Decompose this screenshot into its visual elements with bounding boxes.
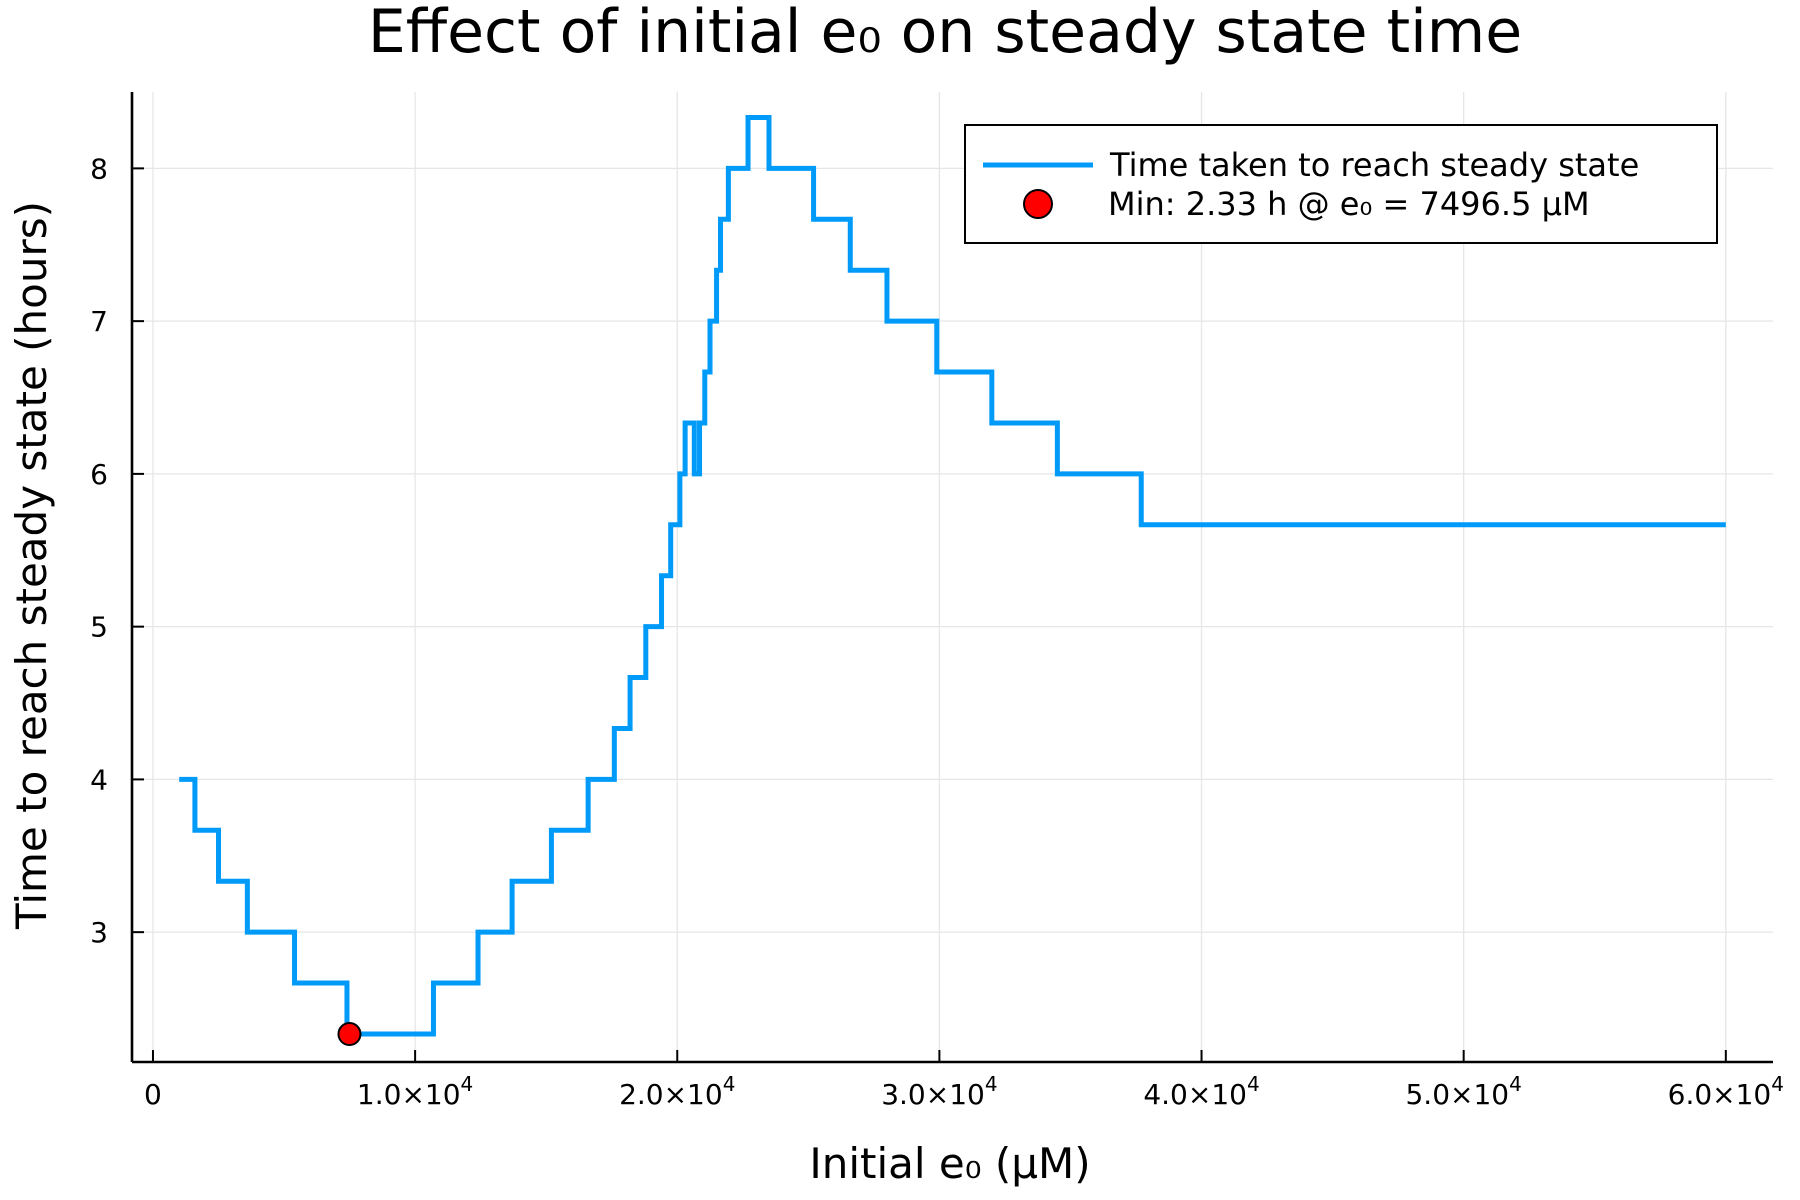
legend-marker-swatch [1023, 189, 1053, 219]
x-tick-mantissa: 5.0×10 [1405, 1078, 1509, 1111]
x-tick-label: 1.0×104 [357, 1072, 473, 1111]
series-line-steady-state-time [179, 115, 1726, 1037]
x-axis-label: Initial e₀ (μM) [809, 1139, 1090, 1188]
x-tick-label: 4.0×104 [1143, 1072, 1259, 1111]
x-tick-exponent: 4 [1771, 1072, 1784, 1096]
x-tick-label: 2.0×104 [619, 1072, 735, 1111]
series-layer [179, 115, 1726, 1047]
chart-title: Effect of initial e₀ on steady state tim… [368, 0, 1522, 67]
x-tick-mantissa: 3.0×10 [881, 1078, 985, 1111]
x-tick-label: 0 [144, 1078, 162, 1111]
x-tick-mantissa: 1.0×10 [357, 1078, 461, 1111]
x-tick-exponent: 4 [1247, 1072, 1260, 1096]
axes [130, 92, 1773, 1064]
y-axis-label: Time to reach steady state (hours) [7, 201, 56, 930]
x-tick-exponent: 4 [723, 1072, 736, 1096]
x-tick-mantissa: 2.0×10 [619, 1078, 723, 1111]
legend-box [964, 124, 1718, 244]
x-tick-mantissa: 4.0×10 [1143, 1078, 1247, 1111]
grid [132, 92, 1773, 1062]
minimum-point [337, 1022, 362, 1047]
y-tick-label: 5 [90, 611, 108, 644]
legend-label-line: Time taken to reach steady state [1109, 146, 1639, 184]
legend-label-minimum: Min: 2.33 h @ e₀ = 7496.5 μM [1108, 185, 1590, 223]
x-tick-label: 3.0×104 [881, 1072, 997, 1111]
x-tick-exponent: 4 [461, 1072, 474, 1096]
ticks: 0 1.0×104 2.0×104 3.0×104 4.0×104 5.0×104 6.0×… [90, 152, 1784, 1111]
y-tick-label: 7 [90, 305, 108, 338]
x-tick-label: 6.0×104 [1668, 1072, 1784, 1111]
x-tick-label: 5.0×104 [1405, 1072, 1521, 1111]
x-tick-exponent: 4 [1509, 1072, 1522, 1096]
x-tick-mantissa: 6.0×10 [1668, 1078, 1772, 1111]
x-tick-exponent: 4 [985, 1072, 998, 1096]
y-tick-label: 4 [90, 763, 108, 796]
y-tick-label: 3 [90, 916, 108, 949]
y-tick-label: 8 [90, 152, 108, 185]
x-tick-mantissa: 0 [144, 1078, 162, 1111]
y-tick-label: 6 [90, 458, 108, 491]
